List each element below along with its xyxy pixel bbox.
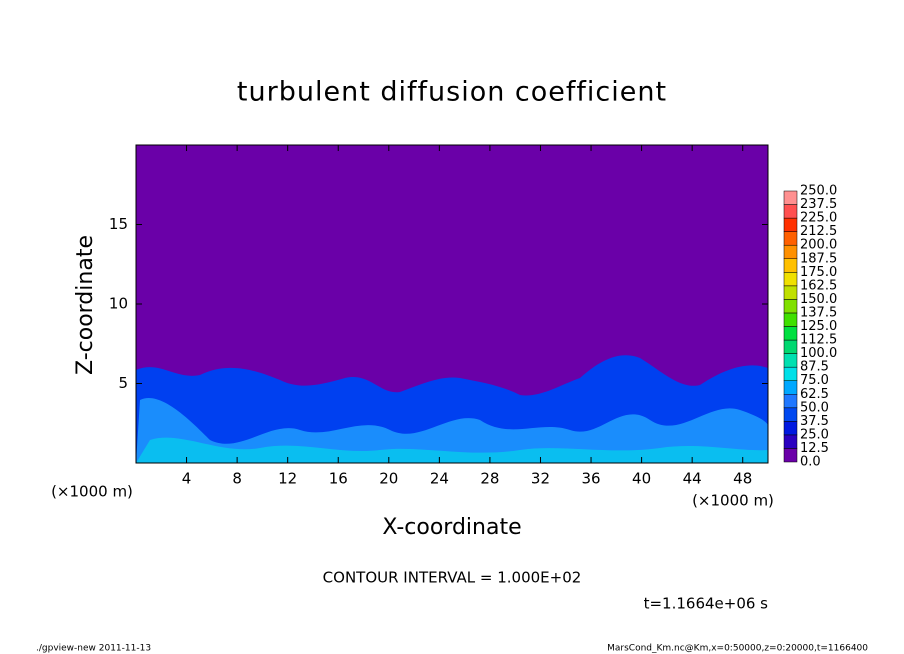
- colorbar-label: 125.0: [800, 319, 837, 334]
- x-tick-label: 44: [683, 470, 702, 488]
- contour-note: CONTOUR INTERVAL = 1.000E+02: [323, 569, 582, 587]
- x-tick-label: 12: [278, 470, 297, 488]
- colorbar-label: 62.5: [800, 387, 829, 402]
- colorbar-swatch: [783, 448, 798, 463]
- colorbar-swatch: [783, 244, 798, 259]
- colorbar-label: 75.0: [800, 373, 829, 388]
- x-tick-label: 20: [379, 470, 398, 488]
- colorbar-swatch: [783, 326, 798, 341]
- colorbar-label: 175.0: [800, 265, 837, 280]
- colorbar-label: 12.5: [800, 441, 829, 456]
- colorbar-label: 187.5: [800, 251, 837, 266]
- colorbar-label: 37.5: [800, 414, 829, 429]
- colorbar-swatch: [783, 285, 798, 300]
- colorbar-label: 112.5: [800, 333, 837, 348]
- footer-left: ./gpview-new 2011-11-13: [36, 644, 151, 654]
- x-tick-label: 24: [430, 470, 449, 488]
- colorbar-label: 150.0: [800, 292, 837, 307]
- y-tick-label: 15: [109, 215, 128, 233]
- colorbar-label: 137.5: [800, 305, 837, 320]
- y-tick-label: 5: [118, 374, 128, 392]
- y-tick-label: 10: [109, 295, 128, 313]
- colorbar-swatch: [783, 380, 798, 395]
- colorbar-swatch: [783, 204, 798, 219]
- x-unit: (×1000 m): [51, 483, 133, 501]
- colorbar-swatch: [783, 312, 798, 327]
- colorbar-label: 250.0: [800, 184, 837, 199]
- x-tick-label: 4: [182, 470, 192, 488]
- colorbar-swatch: [783, 217, 798, 232]
- chart-title: turbulent diffusion coefficient: [237, 77, 667, 108]
- colorbar-swatch: [783, 366, 798, 381]
- x-tick-label: 16: [329, 470, 348, 488]
- y-axis-label: Z-coordinate: [73, 235, 98, 375]
- colorbar-swatch: [783, 190, 798, 205]
- x-tick-label: 32: [531, 470, 550, 488]
- colorbar-label: 100.0: [800, 346, 837, 361]
- colorbar-swatch: [783, 299, 798, 314]
- colorbar-swatch: [783, 231, 798, 246]
- y-unit: (×1000 m): [692, 492, 774, 510]
- colorbar-label: 162.5: [800, 278, 837, 293]
- colorbar-swatch: [783, 339, 798, 354]
- colorbar-swatch: [783, 272, 798, 287]
- colorbar-label: 87.5: [800, 360, 829, 375]
- colorbar-label: 25.0: [800, 427, 829, 442]
- time-note: t=1.1664e+06 s: [644, 595, 769, 613]
- colorbar-label: 237.5: [800, 197, 837, 212]
- colorbar-label: 200.0: [800, 238, 837, 253]
- turbulent-base: [136, 437, 768, 463]
- x-axis-label: X-coordinate: [382, 515, 521, 540]
- x-tick-label: 36: [581, 470, 600, 488]
- colorbar-label: 225.0: [800, 211, 837, 226]
- colorbar-swatch: [783, 394, 798, 409]
- colorbar-swatch: [783, 407, 798, 422]
- colorbar-label: 0.0: [800, 455, 821, 470]
- footer-right: MarsCond_Km.nc@Km,x=0:50000,z=0:20000,t=…: [607, 644, 868, 654]
- colorbar-label: 50.0: [800, 400, 829, 415]
- colorbar-label: 212.5: [800, 224, 837, 239]
- colorbar-swatch: [783, 353, 798, 368]
- x-tick-label: 48: [733, 470, 752, 488]
- colorbar-swatch: [783, 434, 798, 449]
- x-tick-label: 8: [232, 470, 242, 488]
- colorbar-swatch: [783, 258, 798, 273]
- x-tick-label: 40: [632, 470, 651, 488]
- colorbar-swatch: [783, 421, 798, 436]
- field: [136, 145, 768, 463]
- x-tick-label: 28: [480, 470, 499, 488]
